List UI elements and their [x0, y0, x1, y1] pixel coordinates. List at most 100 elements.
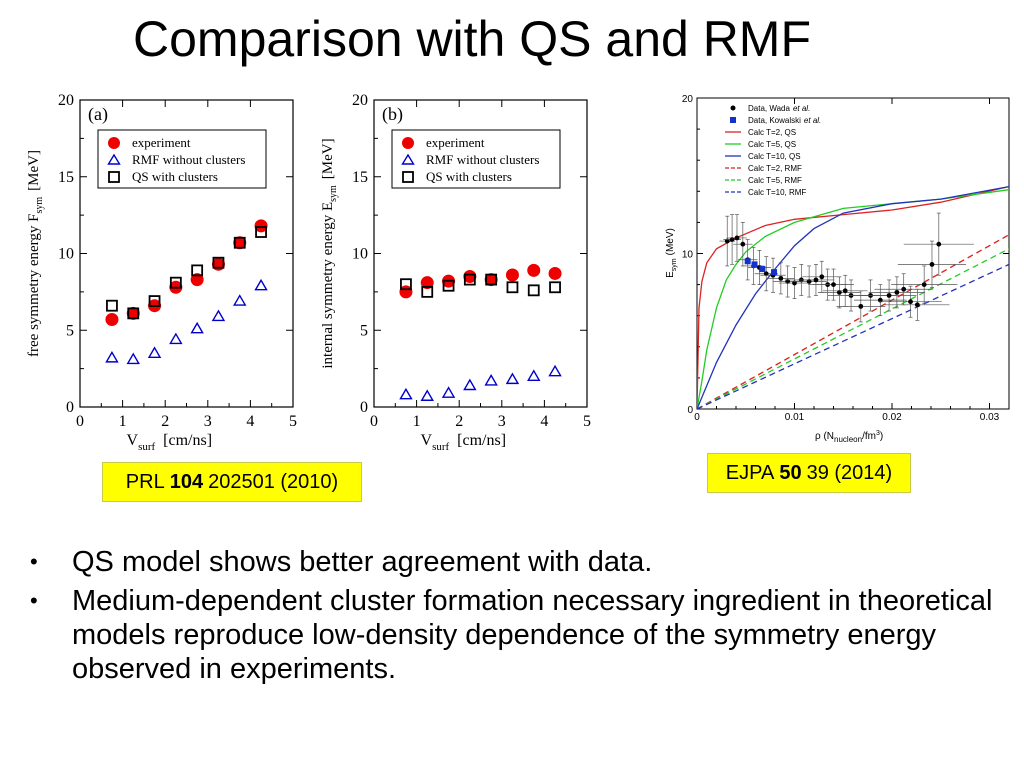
y-tick-label: 20 — [682, 94, 694, 105]
legend-label: QS with clusters — [426, 169, 512, 184]
data-point-qs — [506, 281, 519, 294]
data-point-rmf — [169, 332, 183, 345]
data-point-qs — [400, 278, 412, 291]
x-tick-label: 1 — [119, 413, 127, 430]
y-tick-label: 5 — [66, 322, 74, 339]
legend-marker-triangle — [401, 153, 415, 165]
y-tick-label: 15 — [352, 169, 368, 186]
bullet-dot-icon: • — [30, 549, 38, 574]
y-axis-label: free symmetry energy Fsym[MeV] — [26, 150, 45, 357]
data-point-rmf — [527, 369, 541, 381]
reference-ejpa: EJPA 50 39 (2014) — [707, 453, 911, 493]
reference-prl: PRL 104 202501 (2010) — [102, 462, 362, 502]
data-point-wada — [763, 271, 769, 277]
x-axis-label: Vsurf [cm/ns] — [127, 432, 213, 453]
data-point-rmf — [233, 294, 247, 306]
data-point-wada — [921, 282, 927, 287]
data-point-wada — [740, 241, 746, 247]
bullet-item: • QS model shows better agreement with d… — [30, 545, 1010, 579]
reference-prl-volume: 104 — [169, 470, 204, 493]
x-tick-label: 0.02 — [882, 412, 902, 423]
bullet-text: QS model shows better agreement with dat… — [72, 546, 653, 578]
data-point-wada — [877, 297, 883, 303]
legend-marker-triangle — [107, 153, 121, 165]
data-point-wada — [734, 235, 740, 241]
data-point-wada — [806, 279, 812, 284]
data-point-wada — [813, 277, 819, 283]
data-point-rmf — [147, 346, 162, 358]
data-point-qs — [148, 295, 161, 307]
data-point-wada — [914, 302, 920, 308]
reference-ejpa-rest: 39 (2014) — [806, 461, 893, 484]
data-point-experiment — [505, 268, 519, 282]
x-tick-label: 0.01 — [785, 412, 805, 423]
data-point-rmf — [548, 364, 562, 377]
legend-label: experiment — [426, 135, 485, 150]
data-point-qs — [421, 285, 434, 298]
x-tick-label: 3 — [498, 413, 506, 430]
y-tick-label: 0 — [687, 405, 693, 416]
data-point-qs — [255, 226, 267, 238]
legend-label: Calc T=5, QS — [748, 140, 796, 149]
x-axis-label: ρ (Nnucleon/fm3) — [815, 430, 883, 444]
data-point-experiment — [548, 266, 562, 280]
x-tick-label: 5 — [289, 413, 297, 430]
series-line — [697, 185, 1009, 409]
x-tick-label: 2 — [161, 413, 169, 430]
data-point-experiment — [484, 273, 498, 287]
data-point-wada — [778, 275, 784, 281]
series-line — [697, 185, 1009, 409]
data-point-experiment — [463, 270, 477, 284]
series-line — [697, 248, 1009, 409]
data-point-experiment — [190, 273, 204, 287]
data-point-qs — [212, 256, 225, 269]
x-tick-label: 1 — [413, 413, 421, 430]
data-point-qs — [463, 273, 476, 286]
data-point-qs — [191, 264, 204, 277]
legend-marker-square — [402, 171, 414, 183]
data-point-qs — [549, 281, 561, 294]
data-point-experiment — [254, 219, 268, 233]
data-point-wada — [842, 288, 848, 294]
data-point-kowalski — [771, 269, 778, 276]
legend-box — [391, 129, 561, 189]
data-point-experiment — [420, 276, 434, 290]
panel-label: (a) — [88, 104, 108, 125]
y-tick-label: 0 — [66, 399, 74, 416]
data-point-rmf — [105, 350, 119, 363]
data-point-kowalski — [759, 266, 766, 273]
data-point-rmf — [254, 278, 268, 291]
legend-label: Calc T=10, RMF — [748, 188, 806, 197]
legend-label: Data, Kowalski et al. — [748, 116, 821, 125]
data-point-wada — [908, 299, 913, 305]
data-point-wada — [724, 238, 730, 244]
legend-label: Calc T=2, RMF — [748, 164, 802, 173]
data-point-wada — [785, 279, 791, 284]
data-point-wada — [792, 280, 797, 286]
x-tick-label: 0 — [76, 413, 84, 430]
data-point-rmf — [211, 309, 226, 322]
data-point-rmf — [420, 389, 434, 401]
data-point-qs — [233, 236, 246, 249]
legend-label: Calc T=2, QS — [748, 128, 796, 137]
x-axis-label: Vsurf [cm/ns] — [421, 432, 507, 453]
data-point-kowalski — [744, 258, 751, 265]
data-point-qs — [127, 307, 140, 320]
data-point-rmf — [441, 386, 456, 398]
data-point-wada — [831, 282, 836, 287]
data-point-wada — [836, 289, 842, 295]
legend-box — [97, 129, 267, 189]
legend-label: experiment — [132, 135, 191, 150]
legend-marker-dot — [730, 105, 736, 111]
legend-label: RMF without clusters — [132, 152, 245, 167]
bullet-text: Medium-dependent cluster formation neces… — [72, 585, 993, 685]
slide-title: Comparison with QS and RMF — [133, 11, 812, 67]
x-tick-label: 4 — [246, 413, 254, 430]
y-tick-label: 10 — [352, 246, 368, 263]
bullet-item: • Medium-dependent cluster formation nec… — [30, 584, 1010, 686]
reference-ejpa-volume: 50 — [779, 461, 802, 484]
legend-label: QS with clusters — [132, 169, 218, 184]
